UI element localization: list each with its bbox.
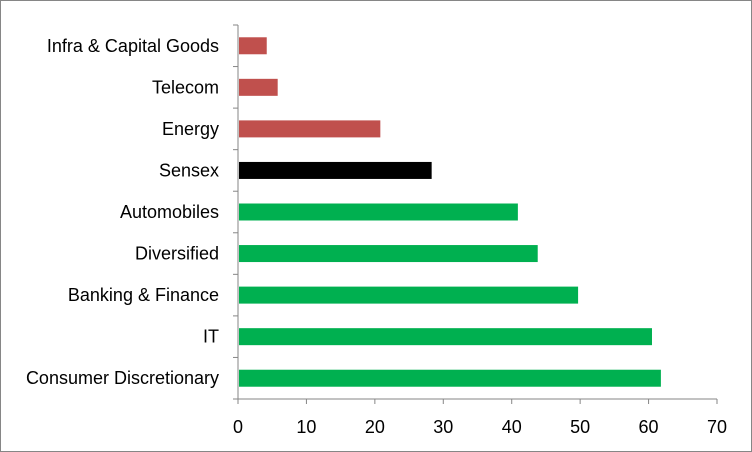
x-tick-label-20: 20 [365, 417, 385, 437]
category-label-energy: Energy [162, 119, 219, 139]
category-label-sensex: Sensex [159, 160, 219, 180]
category-label-consumer-discretionary: Consumer Discretionary [26, 368, 219, 388]
axes [233, 24, 718, 404]
bar-it [239, 328, 652, 346]
bar-infra-capital-goods [239, 37, 267, 55]
category-labels: Infra & Capital Goods Telecom Energy Sensex… [26, 36, 219, 388]
category-label-automobiles: Automobiles [120, 202, 219, 222]
bars-layer [239, 37, 661, 387]
bar-diversified [239, 245, 538, 263]
bar-automobiles [239, 203, 518, 221]
x-tick-label-10: 10 [296, 417, 316, 437]
x-tick-label-0: 0 [233, 417, 243, 437]
bar-consumer-discretionary [239, 369, 661, 387]
bar-telecom [239, 78, 278, 96]
x-tick-label-30: 30 [433, 417, 453, 437]
category-label-banking-finance: Banking & Finance [68, 285, 219, 305]
category-label-diversified: Diversified [135, 244, 219, 264]
x-tick-label-60: 60 [639, 417, 659, 437]
category-label-telecom: Telecom [152, 77, 219, 97]
bar-energy [239, 120, 381, 138]
x-tick-label-50: 50 [570, 417, 590, 437]
bar-sensex [239, 161, 432, 179]
category-label-infra-capital-goods: Infra & Capital Goods [47, 36, 219, 56]
category-label-it: IT [203, 327, 219, 347]
x-tick-labels: 0 10 20 30 40 50 60 70 [233, 417, 727, 437]
x-tick-label-70: 70 [707, 417, 727, 437]
x-tick-label-40: 40 [502, 417, 522, 437]
bar-banking-finance [239, 286, 579, 304]
